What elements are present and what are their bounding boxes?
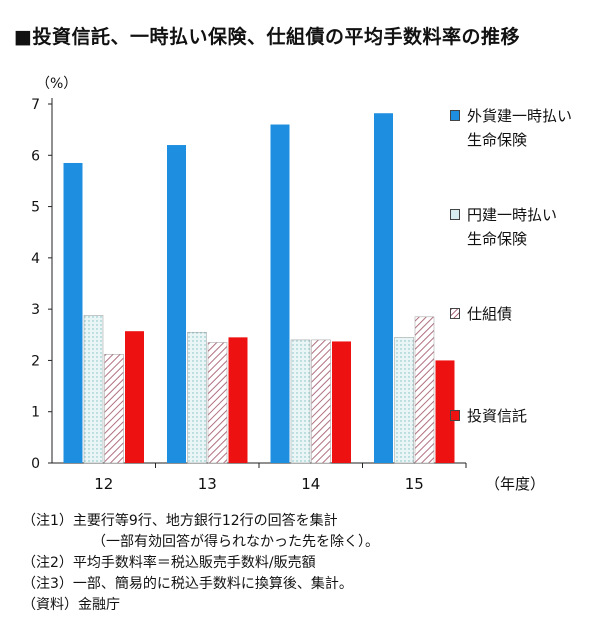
- y-axis-unit: （%）: [36, 76, 77, 92]
- bar-13-series-3: [228, 337, 248, 463]
- bar-13-series-2: [207, 342, 228, 464]
- bar-13-series-1: [187, 331, 207, 464]
- bar-15-series-1: [394, 337, 414, 464]
- y-tick-label: 0: [31, 456, 40, 472]
- y-tick-label: 4: [31, 251, 40, 267]
- source-note: （資料）金融庁: [22, 597, 120, 613]
- bar-12-series-2: [104, 354, 124, 464]
- y-tick-label: 5: [31, 200, 40, 216]
- note-2: （注2）平均手数料率＝税込販売手数料/販売額: [22, 555, 316, 571]
- x-tick-label: 14: [301, 475, 320, 493]
- bar-14-series-1: [290, 339, 311, 464]
- y-tick-label: 2: [31, 353, 40, 369]
- bar-12-series-1: [83, 315, 104, 464]
- bar-14-series-2: [311, 339, 331, 464]
- footnotes: （注1）主要行等9行、地方銀行12行の回答を集計 （一部有効回答が得られなかった…: [22, 511, 379, 616]
- y-tick-label: 3: [31, 302, 40, 318]
- bar-13-series-0: [167, 145, 186, 463]
- bar-14-series-3: [332, 341, 351, 463]
- x-tick-label: 15: [405, 475, 424, 493]
- bar-14-series-0: [270, 124, 290, 463]
- bar-12-series-0: [63, 162, 83, 463]
- note-1-continued: （一部有効回答が得られなかった先を除く）。: [92, 534, 379, 550]
- bar-15-series-3: [435, 360, 455, 463]
- x-tick-label: 13: [198, 475, 217, 493]
- note-1: （注1）主要行等9行、地方銀行12行の回答を集計: [22, 513, 338, 529]
- chart-title: ■投資信託、一時払い保険、仕組債の平均手数料率の推移: [14, 26, 520, 48]
- note-3: （注3）一部、簡易的に税込手数料に換算後、集計。: [22, 576, 353, 592]
- y-tick-label: 1: [31, 405, 40, 421]
- y-tick-label: 7: [31, 97, 40, 113]
- bar-12-series-3: [125, 331, 144, 463]
- bar-15-series-2: [414, 316, 435, 464]
- bar-15-series-0: [374, 113, 393, 463]
- x-tick-label: 12: [94, 475, 113, 493]
- x-axis-label: （年度）: [485, 475, 545, 493]
- y-tick-label: 6: [31, 148, 40, 164]
